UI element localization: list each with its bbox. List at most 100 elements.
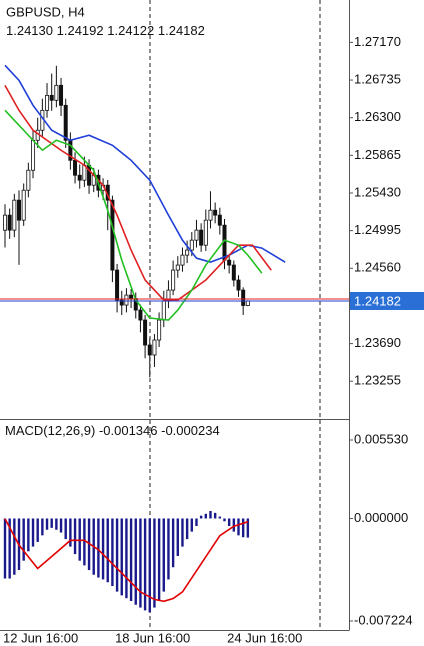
histogram-bar	[97, 518, 100, 578]
chart-title: GBPUSD, H4	[6, 4, 85, 19]
macd-name: MACD(12,26,9)	[5, 423, 95, 438]
y-tick-label: 1.23690	[354, 335, 401, 350]
candle-body	[110, 199, 115, 271]
price-box	[350, 291, 424, 310]
y-tick-label: 0.000000	[354, 510, 408, 525]
histogram-bar	[36, 518, 39, 542]
histogram-bar	[237, 518, 240, 536]
candle-body	[217, 214, 222, 226]
histogram-bar	[31, 518, 35, 547]
histogram-bar	[157, 518, 161, 602]
close-label: 1.24182	[158, 23, 205, 38]
indicator-line	[4, 109, 263, 321]
y-tick-label: 1.26735	[354, 71, 401, 86]
indicator-line	[4, 518, 249, 603]
candle-body	[241, 289, 246, 306]
candle-body	[189, 239, 194, 251]
histogram-bar	[50, 518, 53, 528]
histogram-bar	[176, 518, 179, 556]
histogram-bar	[190, 518, 193, 532]
high-label: 1.24192	[57, 23, 104, 38]
histogram-bar	[148, 518, 151, 613]
low-label: 1.24122	[107, 23, 154, 38]
price-label: 1.24182	[354, 293, 401, 308]
histogram-bar	[106, 518, 109, 583]
histogram-bar	[13, 518, 16, 575]
candle-body	[199, 229, 204, 246]
y-tick-label: 0.005530	[354, 431, 408, 446]
candle-body	[26, 169, 31, 191]
candle-body	[194, 229, 199, 241]
histogram-bar	[162, 518, 165, 592]
histogram-bar	[209, 510, 212, 519]
histogram-bar	[64, 518, 67, 540]
ohlc: 1.24130 1.24192 1.24122 1.24182	[6, 23, 205, 38]
histogram-bar	[41, 518, 44, 536]
x-tick-label: 24 Jun 16:00	[227, 630, 302, 645]
candle-body	[3, 214, 8, 231]
candle-body	[77, 174, 82, 181]
histogram-bar	[181, 518, 184, 547]
histogram-bar	[129, 518, 133, 602]
candle-body	[49, 94, 54, 101]
candle-body	[45, 94, 50, 111]
candle-body	[161, 300, 166, 321]
histogram-bar	[8, 518, 11, 579]
candle-body	[129, 294, 134, 299]
x-tick-label: 12 Jun 16:00	[3, 630, 78, 645]
histogram-bar	[69, 518, 72, 547]
candle-body	[73, 159, 78, 176]
candle-body	[231, 264, 236, 281]
histogram-bar	[125, 518, 128, 599]
histogram-bar	[199, 515, 203, 519]
histogram-bar	[111, 518, 114, 587]
candle-body	[59, 84, 64, 106]
open-label: 1.24130	[6, 23, 53, 38]
histogram-bar	[139, 518, 142, 608]
candle-body	[203, 219, 208, 246]
candle-body	[171, 269, 176, 291]
candle-body	[138, 309, 143, 321]
y-tick-label: 1.24560	[354, 260, 401, 275]
histogram-bar	[83, 518, 86, 566]
y-tick-label: 1.27170	[354, 34, 401, 49]
y-tick-label: 1.23255	[354, 373, 401, 388]
histogram-bar	[171, 518, 175, 568]
histogram-bar	[213, 512, 217, 519]
x-tick-label: 18 Jun 16:00	[115, 630, 190, 645]
histogram-bar	[134, 518, 137, 605]
candle-body	[227, 259, 232, 266]
histogram-bar	[55, 518, 58, 530]
candle-body	[124, 294, 129, 306]
candle-body	[208, 209, 213, 221]
histogram-bar	[120, 518, 123, 596]
candle-body	[147, 344, 152, 356]
candle-body	[17, 199, 22, 221]
signal-value: -0.000234	[161, 423, 220, 438]
y-tick-label: 1.24995	[354, 222, 401, 237]
candle-body	[63, 104, 68, 141]
candle-body	[115, 269, 120, 301]
candle-body	[185, 249, 190, 256]
histogram-bar	[185, 518, 189, 540]
candle-body	[12, 199, 17, 231]
histogram-bar	[195, 518, 198, 526]
candle-body	[236, 279, 241, 291]
candle-body	[7, 214, 12, 231]
y-tick-label: 1.25430	[354, 184, 401, 199]
candle-body	[21, 189, 26, 221]
histogram-bar	[241, 518, 245, 538]
plot: 1.27170 1.26735 1.26300 1.25865 1.25430 1.249…	[0, 34, 424, 645]
y-tick-label: 1.25865	[354, 147, 401, 162]
histogram-bar	[45, 518, 49, 530]
histogram-bar	[101, 518, 105, 580]
histogram-bar	[3, 518, 7, 579]
macd-value: -0.001346	[99, 423, 158, 438]
histogram-bar	[153, 518, 156, 608]
candle-body	[152, 339, 157, 356]
histogram-bar	[232, 518, 236, 532]
histogram-bar	[59, 518, 63, 533]
histogram-bar	[22, 518, 25, 561]
